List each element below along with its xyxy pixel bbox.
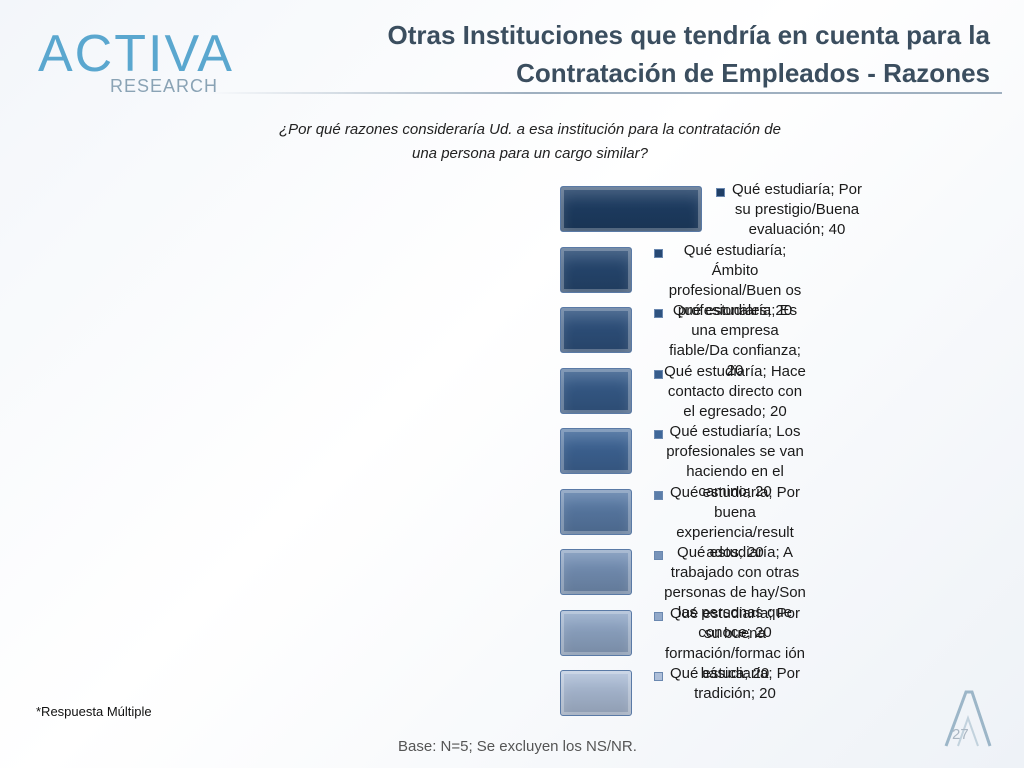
- activa-corner-logo: [944, 690, 992, 747]
- chart-bar: [560, 428, 632, 474]
- activa-logo: ACTIVA RESEARCH: [28, 18, 232, 108]
- legend-marker: [716, 188, 725, 197]
- page-title: Otras Instituciones que tendría en cuent…: [290, 16, 991, 92]
- data-label: Qué estudiaría; A trabajado con otras pe…: [664, 544, 806, 641]
- logo-text: ACTIVA: [38, 25, 234, 83]
- base-note: Base: N=5; Se excluyen los NS/NR.: [398, 738, 637, 755]
- data-label: Qué estudiaría; Los profesionales se van…: [666, 423, 804, 500]
- survey-question: ¿Por qué razones consideraría Ud. a esa …: [210, 118, 850, 166]
- legend-marker: [654, 490, 663, 500]
- legend-marker: [654, 309, 663, 318]
- chart-bar: [560, 488, 632, 535]
- legend-marker: [654, 551, 663, 560]
- logo-subtext: RESEARCH: [110, 76, 219, 96]
- chart-bar: [560, 670, 632, 716]
- footnote: *Respuesta Múltiple: [36, 704, 152, 719]
- legend-marker: [654, 248, 663, 258]
- title-line-1: Otras Instituciones que tendría en cuent…: [387, 20, 991, 50]
- data-label: Qué estudiaría; Por su buena formación/f…: [664, 604, 806, 682]
- data-label: Qué estudiaría; Por su prestigio/Buena e…: [731, 181, 863, 238]
- legend-marker: [654, 369, 663, 379]
- data-label: Qué estudiaría; Por buena experiencia/re…: [669, 483, 801, 561]
- chart-bar: [560, 367, 632, 414]
- data-label: Qué estudiaría; Ámbito profesional/Buen …: [668, 241, 802, 319]
- data-label: Qué estudiaría; Por tradición; 20: [669, 665, 801, 702]
- question-line-1: ¿Por qué razones consideraría Ud. a esa …: [279, 121, 781, 138]
- question-line-2: una persona para un cargo similar?: [412, 145, 648, 162]
- legend-marker: [654, 672, 663, 681]
- legend-marker: [654, 611, 663, 621]
- data-label: Qué estudiaría; Hace contacto directo co…: [664, 362, 806, 420]
- title-line-2: Contratación de Empleados - Razones: [516, 58, 990, 88]
- page-number: 27: [952, 726, 969, 743]
- chart-bar: [560, 246, 632, 293]
- chart-bar: [560, 549, 632, 595]
- legend-marker: [654, 430, 663, 439]
- chart-bar: [560, 307, 632, 353]
- data-label: Qué estudiaría; Es una empresa fiable/Da…: [669, 302, 801, 379]
- title-divider: [210, 92, 1002, 94]
- chart-bar: [560, 186, 702, 232]
- chart-bar: [560, 609, 632, 656]
